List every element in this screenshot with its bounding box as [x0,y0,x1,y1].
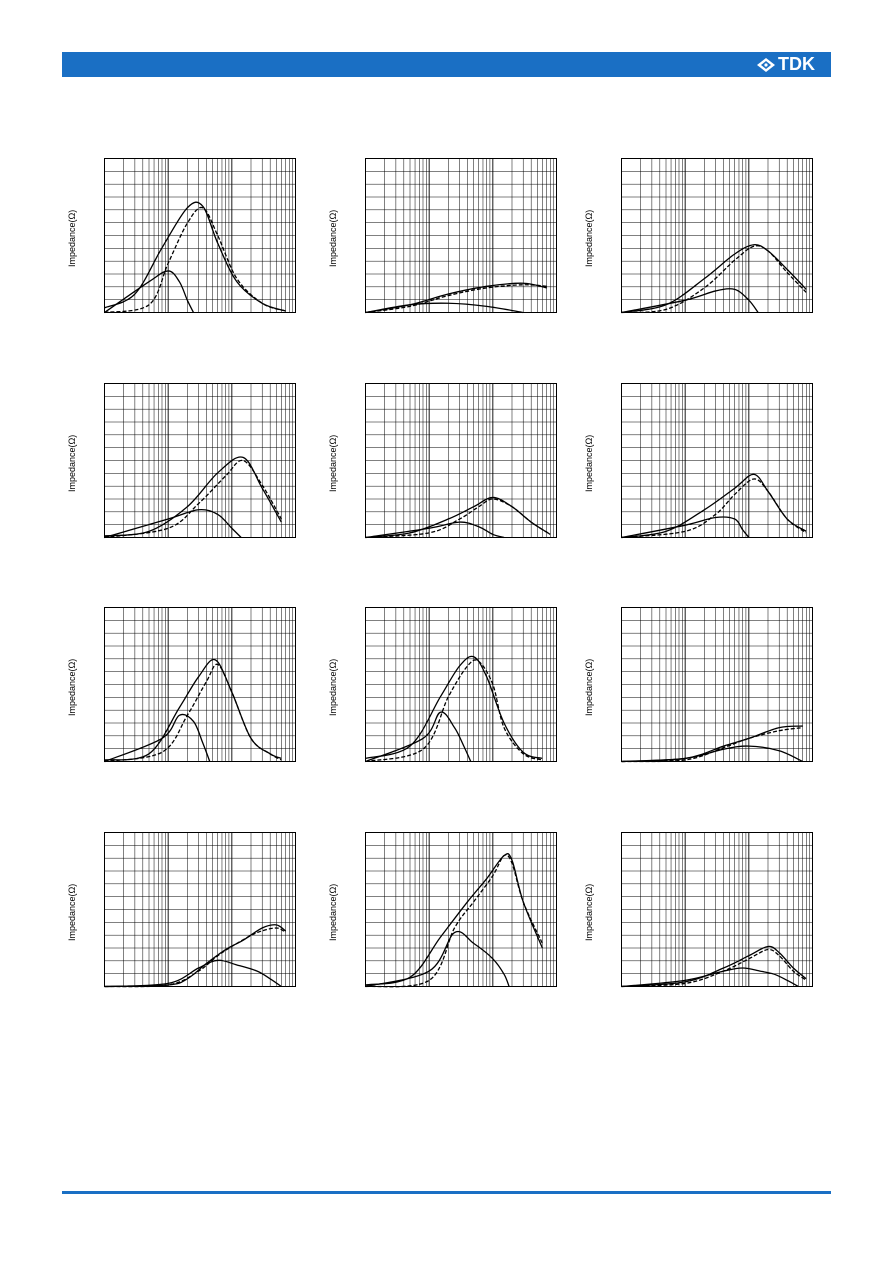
impedance-chart-3: Impedance(Ω) [581,158,831,343]
tdk-logo-icon [757,57,775,72]
series-line-3 [104,508,242,539]
y-axis-label: Impedance(Ω) [67,209,77,267]
series-line-2 [621,478,807,539]
y-axis-label: Impedance(Ω) [328,658,338,716]
plot-frame [365,832,557,987]
y-axis-label: Impedance(Ω) [584,658,594,716]
series-line-3 [365,302,524,314]
y-axis-label: Impedance(Ω) [67,883,77,941]
series-line-1 [104,658,282,761]
plot-area [621,383,813,539]
impedance-chart-9: Impedance(Ω) [581,607,831,792]
plot-area [365,607,557,763]
series-line-1 [104,924,287,988]
series-line-2 [104,663,282,763]
series-line-3 [621,288,759,314]
series-line-2 [621,245,807,314]
impedance-chart-11: Impedance(Ω) [325,832,575,1017]
series-line-2 [621,948,807,988]
impedance-chart-2: Impedance(Ω) [325,158,575,343]
plot-area [104,832,296,988]
plot-frame [621,832,813,987]
series-line-1 [104,456,282,537]
y-axis-label: Impedance(Ω) [584,434,594,492]
impedance-chart-5: Impedance(Ω) [325,383,575,568]
y-axis-label: Impedance(Ω) [328,209,338,267]
tdk-logo: TDK [757,55,815,74]
series-line-2 [365,659,543,763]
y-axis-label: Impedance(Ω) [67,434,77,492]
plot-frame [365,383,557,538]
series-line-3 [104,959,282,988]
series-line-3 [365,930,510,988]
y-axis-label: Impedance(Ω) [67,658,77,716]
plot-area [621,832,813,988]
plot-area [104,607,296,763]
series-line-2 [365,854,543,988]
plot-frame [104,607,296,762]
series-line-3 [104,270,195,314]
plot-frame [365,607,557,762]
y-axis-label: Impedance(Ω) [584,209,594,267]
plot-frame [104,158,296,313]
impedance-chart-7: Impedance(Ω) [64,607,314,792]
plot-area [621,158,813,314]
series-line-1 [621,945,807,988]
series-line-3 [621,745,803,763]
series-line-2 [104,927,286,988]
impedance-chart-10: Impedance(Ω) [64,832,314,1017]
plot-frame [104,832,296,987]
plot-frame [621,383,813,538]
plot-area [104,158,296,314]
plot-area [365,158,557,314]
plot-area [104,383,296,539]
impedance-chart-1: Impedance(Ω) [64,158,314,343]
plot-frame [365,158,557,313]
series-line-1 [104,201,286,312]
series-line-3 [365,711,472,763]
impedance-chart-8: Impedance(Ω) [325,607,575,792]
footer-line [62,1191,831,1194]
series-line-2 [104,459,282,539]
y-axis-label: Impedance(Ω) [328,434,338,492]
plot-area [365,832,557,988]
plot-frame [621,158,813,313]
y-axis-label: Impedance(Ω) [328,883,338,941]
impedance-chart-12: Impedance(Ω) [581,832,831,1017]
y-axis-label: Impedance(Ω) [584,883,594,941]
series-line-1 [365,496,551,539]
plot-area [621,607,813,763]
impedance-chart-4: Impedance(Ω) [64,383,314,568]
series-line-3 [365,521,505,539]
series-line-2 [621,726,803,763]
logo-text: TDK [778,54,815,74]
series-line-3 [621,516,750,539]
series-line-2 [104,206,286,314]
plot-area [365,383,557,539]
series-line-1 [621,473,807,539]
series-line-1 [365,853,543,986]
impedance-chart-6: Impedance(Ω) [581,383,831,568]
series-line-3 [621,967,799,988]
series-line-1 [621,244,807,314]
header-bar: TDK [62,52,831,77]
plot-frame [104,383,296,538]
series-line-3 [104,713,211,763]
series-line-2 [365,284,547,314]
series-line-1 [365,655,543,760]
plot-frame [621,607,813,762]
series-line-2 [365,498,551,539]
